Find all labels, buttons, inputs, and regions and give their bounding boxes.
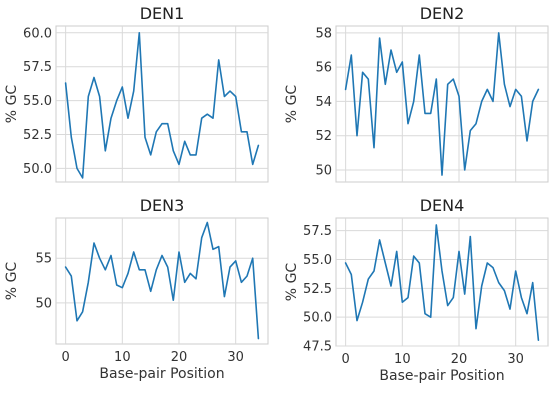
y-tick-label: 47.5: [303, 340, 332, 355]
y-tick-label: 52.5: [23, 128, 52, 143]
panel-title: DEN4: [420, 196, 465, 215]
y-tick-label: 50: [315, 164, 332, 179]
x-tick-label: 10: [114, 350, 131, 365]
plot-area: [55, 217, 269, 345]
series-line-den4: [344, 224, 540, 342]
plot-area: [335, 25, 549, 183]
y-tick-label: 50.0: [303, 311, 332, 326]
y-tick-label: 57.5: [303, 224, 332, 239]
x-tick-label: 30: [227, 350, 244, 365]
x-tick-label: 0: [61, 350, 69, 365]
chart-panel-den1: 50.0 52.5 55.0 57.5 60.0 DEN1 % GC: [4, 4, 269, 183]
y-tick-label: 60.0: [23, 26, 52, 41]
panel-title: DEN3: [140, 196, 185, 215]
chart-panel-den4: 47.5 50.0 52.5 55.0 57.5 0 10 20 30 DEN4 % GC Base-…: [284, 196, 549, 384]
panel-title: DEN2: [420, 4, 465, 23]
chart-panel-den2: 50 52 54 56 58 DEN2 % GC: [284, 4, 549, 183]
y-axis-label: % GC: [4, 262, 20, 301]
plot-area: [335, 217, 549, 347]
x-tick-label: 10: [394, 352, 411, 367]
y-tick-label: 57.5: [23, 60, 52, 75]
y-axis-label: % GC: [4, 85, 20, 124]
y-axis-label: % GC: [284, 263, 300, 302]
x-tick-label: 20: [451, 352, 468, 367]
x-tick-label: 30: [507, 352, 524, 367]
y-axis-label: % GC: [284, 85, 300, 124]
y-tick-label: 50: [35, 296, 52, 311]
y-tick-label: 52: [315, 129, 332, 144]
x-tick-label: 20: [171, 350, 188, 365]
y-tick-label: 56: [315, 61, 332, 76]
series-line-den1: [64, 31, 260, 179]
y-tick-label: 55.0: [23, 94, 52, 109]
series-line-den2: [344, 32, 540, 176]
x-tick-label: 0: [341, 352, 349, 367]
panel-title: DEN1: [140, 4, 185, 23]
plot-area: [55, 25, 269, 183]
x-axis-label: Base-pair Position: [379, 368, 504, 384]
chart-panel-den3: 50 55 0 10 20 30 DEN3 % GC Base-pair Position: [4, 196, 269, 382]
y-tick-label: 55: [35, 252, 52, 267]
y-tick-label: 55.0: [303, 253, 332, 268]
y-tick-label: 54: [315, 95, 332, 110]
y-tick-label: 58: [315, 26, 332, 41]
series-line-den3: [64, 221, 260, 340]
y-tick-label: 52.5: [303, 282, 332, 297]
y-tick-label: 50.0: [23, 162, 52, 177]
x-axis-label: Base-pair Position: [99, 366, 224, 382]
